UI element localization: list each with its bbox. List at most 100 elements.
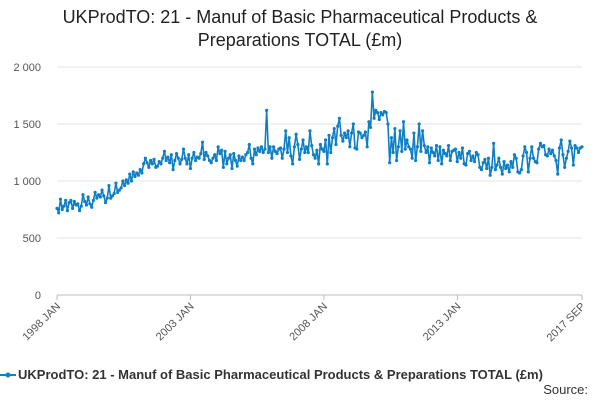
data-point[interactable] (358, 131, 362, 135)
data-point[interactable] (471, 154, 475, 158)
data-point[interactable] (180, 157, 184, 161)
data-point[interactable] (386, 122, 390, 126)
data-point[interactable] (488, 173, 492, 177)
data-point[interactable] (438, 145, 442, 149)
data-point[interactable] (396, 145, 400, 149)
data-point[interactable] (294, 132, 298, 136)
data-point[interactable] (514, 156, 518, 160)
data-point[interactable] (258, 149, 262, 153)
data-point[interactable] (155, 164, 160, 168)
data-point[interactable] (346, 129, 350, 133)
data-point[interactable] (391, 150, 395, 155)
data-point[interactable] (270, 156, 274, 160)
data-point[interactable] (512, 153, 517, 157)
data-point[interactable] (122, 183, 127, 188)
data-point[interactable] (538, 141, 543, 145)
data-point[interactable] (109, 196, 113, 200)
data-point[interactable] (147, 165, 151, 169)
data-point[interactable] (420, 129, 425, 133)
data-point[interactable] (537, 147, 541, 151)
data-point[interactable] (171, 168, 175, 172)
data-point[interactable] (519, 168, 523, 172)
data-point[interactable] (320, 147, 324, 151)
data-point[interactable] (344, 136, 348, 140)
data-point[interactable] (239, 158, 243, 163)
data-point[interactable] (339, 133, 343, 137)
data-point[interactable] (336, 124, 340, 128)
data-point[interactable] (249, 156, 253, 160)
data-point[interactable] (389, 136, 394, 140)
data-point[interactable] (140, 171, 144, 175)
data-point[interactable] (433, 154, 437, 158)
data-point[interactable] (247, 142, 251, 147)
data-point[interactable] (573, 144, 577, 148)
data-point[interactable] (209, 161, 213, 165)
data-point[interactable] (365, 145, 369, 149)
data-point[interactable] (70, 206, 75, 210)
data-point[interactable] (337, 116, 342, 120)
data-point[interactable] (282, 147, 286, 151)
data-point[interactable] (575, 146, 579, 150)
data-point[interactable] (381, 113, 385, 117)
data-point[interactable] (289, 154, 293, 158)
data-point[interactable] (133, 174, 137, 179)
data-point[interactable] (121, 179, 125, 183)
data-point[interactable] (174, 152, 179, 156)
data-point[interactable] (119, 186, 123, 190)
data-point[interactable] (322, 149, 326, 153)
data-point[interactable] (268, 145, 272, 149)
data-point[interactable] (98, 195, 102, 199)
data-point[interactable] (455, 160, 459, 164)
data-point[interactable] (200, 140, 205, 144)
data-point[interactable] (287, 136, 291, 140)
data-point[interactable] (559, 138, 563, 142)
data-point[interactable] (223, 149, 227, 153)
data-point[interactable] (507, 170, 511, 174)
data-point[interactable] (400, 149, 404, 153)
data-point[interactable] (464, 163, 468, 167)
data-point[interactable] (467, 149, 471, 153)
data-point[interactable] (528, 156, 532, 160)
data-point[interactable] (259, 145, 264, 149)
data-point[interactable] (235, 164, 239, 168)
data-point[interactable] (131, 170, 135, 174)
data-point[interactable] (116, 190, 120, 194)
data-point[interactable] (379, 111, 383, 115)
data-point[interactable] (204, 150, 208, 155)
data-point[interactable] (90, 205, 94, 209)
data-point[interactable] (393, 126, 397, 131)
data-point[interactable] (505, 163, 510, 167)
data-point[interactable] (570, 146, 574, 150)
data-point[interactable] (207, 158, 212, 163)
data-point[interactable] (128, 172, 132, 176)
data-point[interactable] (446, 144, 451, 148)
data-point[interactable] (388, 161, 392, 165)
data-point[interactable] (242, 158, 246, 163)
data-point[interactable] (367, 120, 371, 124)
data-point[interactable] (95, 196, 99, 200)
data-point[interactable] (419, 149, 423, 153)
data-point[interactable] (568, 139, 572, 143)
data-point[interactable] (107, 183, 111, 188)
data-point[interactable] (412, 131, 416, 135)
data-point[interactable] (523, 145, 527, 149)
data-point[interactable] (161, 156, 165, 160)
data-point[interactable] (218, 152, 222, 156)
data-point[interactable] (343, 131, 347, 135)
data-point[interactable] (563, 165, 567, 169)
data-point[interactable] (77, 209, 82, 213)
data-point[interactable] (129, 179, 134, 183)
data-point[interactable] (459, 156, 463, 160)
data-point[interactable] (245, 150, 250, 155)
data-point[interactable] (542, 144, 546, 148)
data-point[interactable] (181, 147, 186, 151)
data-point[interactable] (199, 152, 203, 156)
data-point[interactable] (308, 129, 312, 133)
data-point[interactable] (244, 153, 248, 157)
data-point[interactable] (441, 148, 445, 152)
data-point[interactable] (192, 150, 196, 155)
data-point[interactable] (169, 153, 173, 157)
data-point[interactable] (443, 152, 447, 156)
data-point[interactable] (369, 125, 373, 130)
data-point[interactable] (225, 162, 229, 166)
